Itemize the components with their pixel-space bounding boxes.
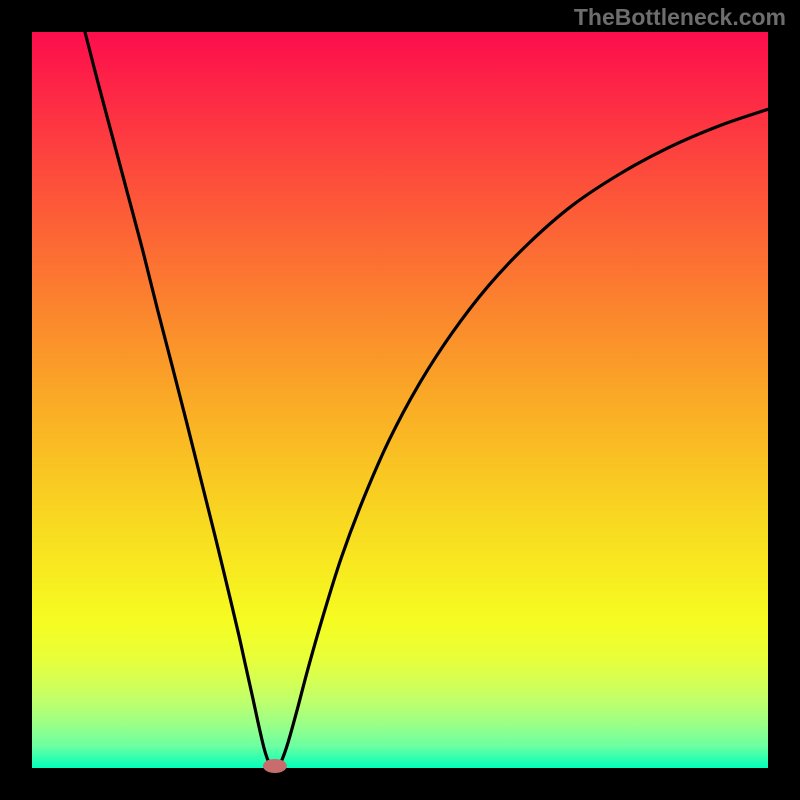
watermark-label: TheBottleneck.com [574, 4, 786, 31]
curve-layer [0, 0, 800, 800]
chart-container: TheBottleneck.com [0, 0, 800, 800]
curve-left-branch [85, 32, 271, 766]
curve-right-branch [279, 109, 768, 766]
minimum-marker [263, 759, 287, 773]
